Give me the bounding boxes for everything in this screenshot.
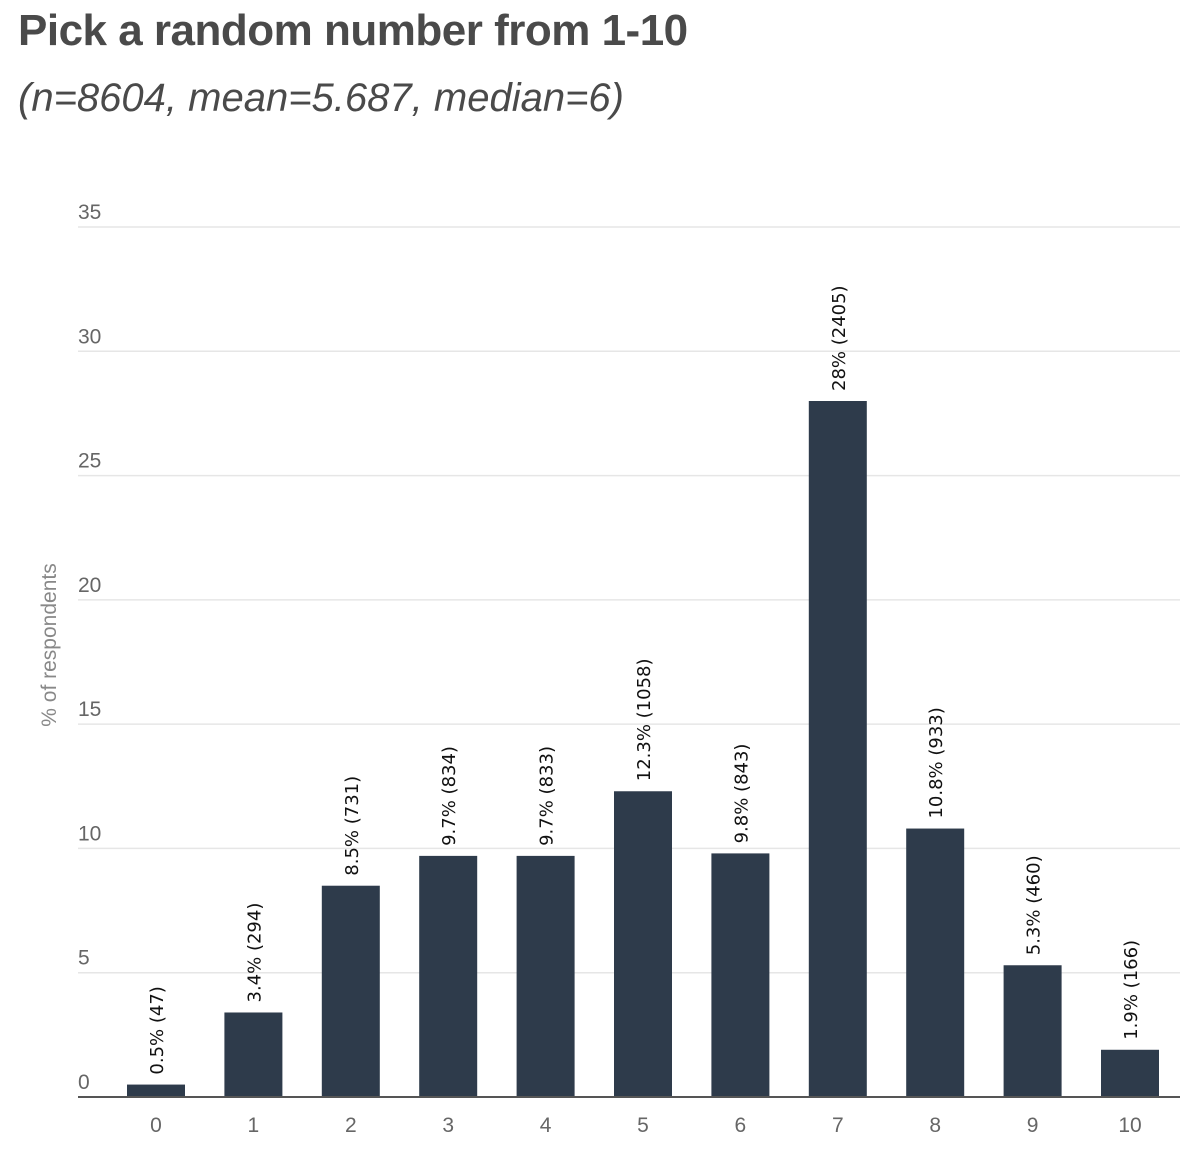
x-tick-label: 0 xyxy=(150,1114,162,1137)
y-tick-label: 5 xyxy=(78,947,90,970)
gridlines xyxy=(78,226,1180,974)
data-label-4: 9.7% (833) xyxy=(537,746,558,846)
bar-3 xyxy=(419,855,478,1097)
data-label-9: 5.3% (460) xyxy=(1024,855,1045,955)
x-tick-label: 6 xyxy=(735,1114,747,1137)
bar-0 xyxy=(127,1084,185,1097)
bar-9 xyxy=(1003,965,1062,1097)
y-tick-label: 25 xyxy=(78,450,101,473)
x-tick-label: 1 xyxy=(248,1114,260,1137)
y-tick-label: 15 xyxy=(78,698,101,721)
data-labels: 0.5% (47) 3.4% (294) 8.5% (731) 9.7% (834) 9… xyxy=(147,285,1142,1074)
y-axis-title: % of respondents xyxy=(38,563,61,726)
data-label-0: 0.5% (47) xyxy=(147,986,168,1074)
x-tick-label: 9 xyxy=(1027,1114,1039,1137)
y-tick-label: 10 xyxy=(78,822,101,845)
x-tick-label: 8 xyxy=(929,1114,941,1137)
bars xyxy=(127,401,1159,1097)
bar-1 xyxy=(224,1012,283,1097)
bar-7 xyxy=(808,401,867,1097)
x-tick-label: 10 xyxy=(1118,1114,1141,1137)
bar-2 xyxy=(321,885,380,1097)
data-label-10: 1.9% (166) xyxy=(1121,940,1142,1040)
bar-6 xyxy=(711,853,770,1097)
bar-10 xyxy=(1101,1049,1159,1097)
x-tick-label: 3 xyxy=(442,1114,454,1137)
chart-subtitle: (n=8604, mean=5.687, median=6) xyxy=(18,76,624,120)
data-label-6: 9.8% (843) xyxy=(731,744,752,844)
data-label-5: 12.3% (1058) xyxy=(634,658,655,781)
x-tick-label: 2 xyxy=(345,1114,357,1137)
data-label-2: 8.5% (731) xyxy=(342,776,363,876)
y-tick-label: 0 xyxy=(78,1071,90,1094)
data-label-8: 10.8% (933) xyxy=(926,707,947,818)
x-tick-label: 4 xyxy=(540,1114,552,1137)
bar-5 xyxy=(614,791,672,1097)
y-tick-label: 20 xyxy=(78,574,101,597)
bar-4 xyxy=(516,855,575,1097)
data-label-7: 28% (2405) xyxy=(829,285,850,391)
x-tick-label: 5 xyxy=(637,1114,649,1137)
y-tick-label: 35 xyxy=(78,201,101,224)
data-label-3: 9.7% (834) xyxy=(439,746,460,846)
data-label-1: 3.4% (294) xyxy=(244,903,265,1003)
y-axis-tick-labels: 0 5 10 15 20 25 30 35 xyxy=(78,201,101,1094)
x-tick-label: 7 xyxy=(832,1114,844,1137)
bar-8 xyxy=(906,828,965,1097)
x-axis-tick-labels: 0 1 2 3 4 5 6 7 8 9 10 xyxy=(150,1114,1142,1137)
y-tick-label: 30 xyxy=(78,325,101,348)
chart-title: Pick a random number from 1-10 xyxy=(18,6,688,55)
